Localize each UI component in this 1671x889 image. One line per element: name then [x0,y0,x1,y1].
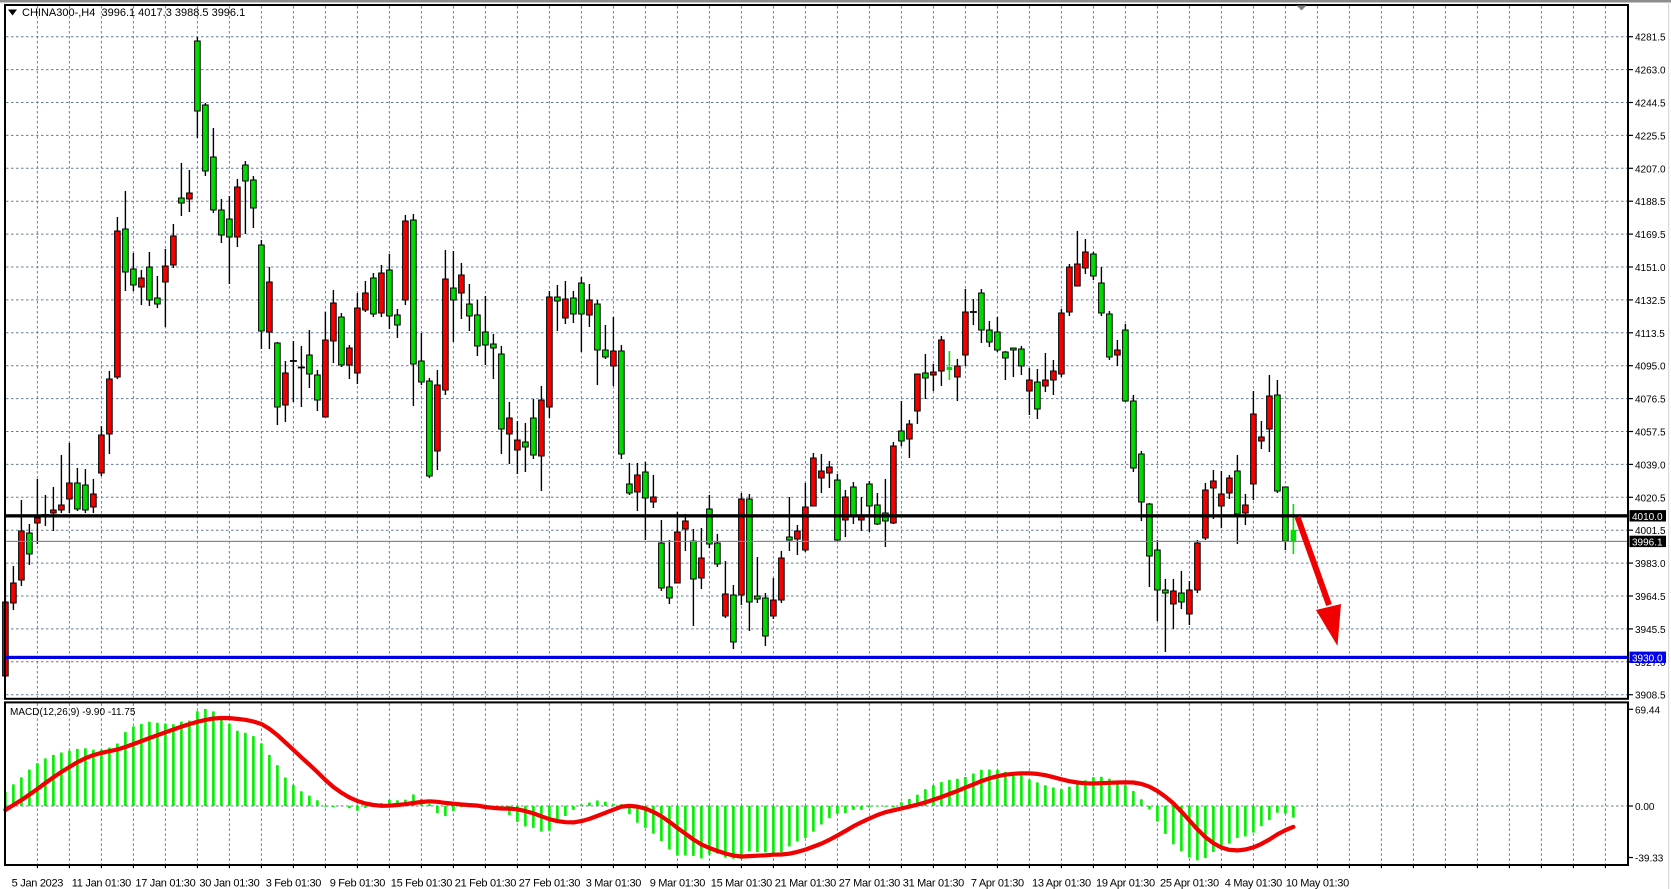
svg-text:9 Mar 01:30: 9 Mar 01:30 [650,878,706,889]
svg-text:27 Feb 01:30: 27 Feb 01:30 [519,878,580,889]
svg-text:3983.0: 3983.0 [1635,559,1666,570]
svg-text:15 Mar 01:30: 15 Mar 01:30 [711,878,772,889]
svg-text:4207.0: 4207.0 [1635,164,1666,175]
svg-text:4113.5: 4113.5 [1635,329,1665,340]
svg-text:4057.5: 4057.5 [1635,428,1666,439]
svg-text:3964.5: 3964.5 [1635,592,1666,603]
svg-text:21 Mar 01:30: 21 Mar 01:30 [775,878,836,889]
svg-text:17 Jan 01:30: 17 Jan 01:30 [135,878,195,889]
svg-text:CHINA300-,H4 3996.1 4017.3 39: CHINA300-,H4 3996.1 4017.3 3988.5 3996.1 [22,7,245,19]
svg-text:4281.5: 4281.5 [1635,33,1666,44]
svg-text:4020.5: 4020.5 [1635,493,1666,504]
svg-text:21 Feb 01:30: 21 Feb 01:30 [455,878,516,889]
svg-text:30 Jan 01:30: 30 Jan 01:30 [199,878,259,889]
svg-text:31 Mar 01:30: 31 Mar 01:30 [903,878,964,889]
svg-text:19 Apr 01:30: 19 Apr 01:30 [1096,878,1155,889]
svg-text:13 Apr 01:30: 13 Apr 01:30 [1032,878,1091,889]
svg-text:3908.5: 3908.5 [1635,691,1666,702]
svg-text:4095.0: 4095.0 [1635,362,1666,373]
svg-text:4001.5: 4001.5 [1635,526,1666,537]
svg-text:3930.0: 3930.0 [1632,653,1663,664]
svg-text:4244.5: 4244.5 [1635,99,1666,110]
svg-text:4188.5: 4188.5 [1635,197,1666,208]
svg-text:10 May 01:30: 10 May 01:30 [1286,878,1349,889]
svg-text:11 Jan 01:30: 11 Jan 01:30 [72,878,131,889]
svg-text:25 Apr 01:30: 25 Apr 01:30 [1160,878,1219,889]
svg-text:4225.5: 4225.5 [1635,131,1666,142]
svg-text:7 Apr 01:30: 7 Apr 01:30 [971,878,1024,889]
svg-text:4263.0: 4263.0 [1635,66,1666,77]
svg-text:15 Feb 01:30: 15 Feb 01:30 [391,878,452,889]
svg-text:27 Mar 01:30: 27 Mar 01:30 [839,878,900,889]
svg-text:-39.33: -39.33 [1635,854,1664,865]
svg-text:3 Feb 01:30: 3 Feb 01:30 [266,878,322,889]
svg-text:3945.5: 3945.5 [1635,625,1666,636]
svg-text:4169.5: 4169.5 [1635,230,1666,241]
svg-text:4151.0: 4151.0 [1635,263,1666,274]
svg-text:4 May 01:30: 4 May 01:30 [1225,878,1282,889]
svg-text:3 Mar 01:30: 3 Mar 01:30 [586,878,642,889]
svg-text:3996.1: 3996.1 [1632,537,1663,548]
svg-text:0.00: 0.00 [1635,802,1655,813]
svg-text:69.44: 69.44 [1635,705,1660,716]
svg-text:4039.0: 4039.0 [1635,460,1666,471]
svg-text:4132.5: 4132.5 [1635,296,1666,307]
svg-text:4010.0: 4010.0 [1632,512,1663,523]
svg-text:9 Feb 01:30: 9 Feb 01:30 [330,878,386,889]
svg-text:5 Jan 2023: 5 Jan 2023 [12,878,64,889]
svg-text:MACD(12,26,9) -9.90 -11.75: MACD(12,26,9) -9.90 -11.75 [10,707,136,718]
svg-text:4076.5: 4076.5 [1635,395,1666,406]
svg-text:3927.0: 3927.0 [1635,658,1666,669]
